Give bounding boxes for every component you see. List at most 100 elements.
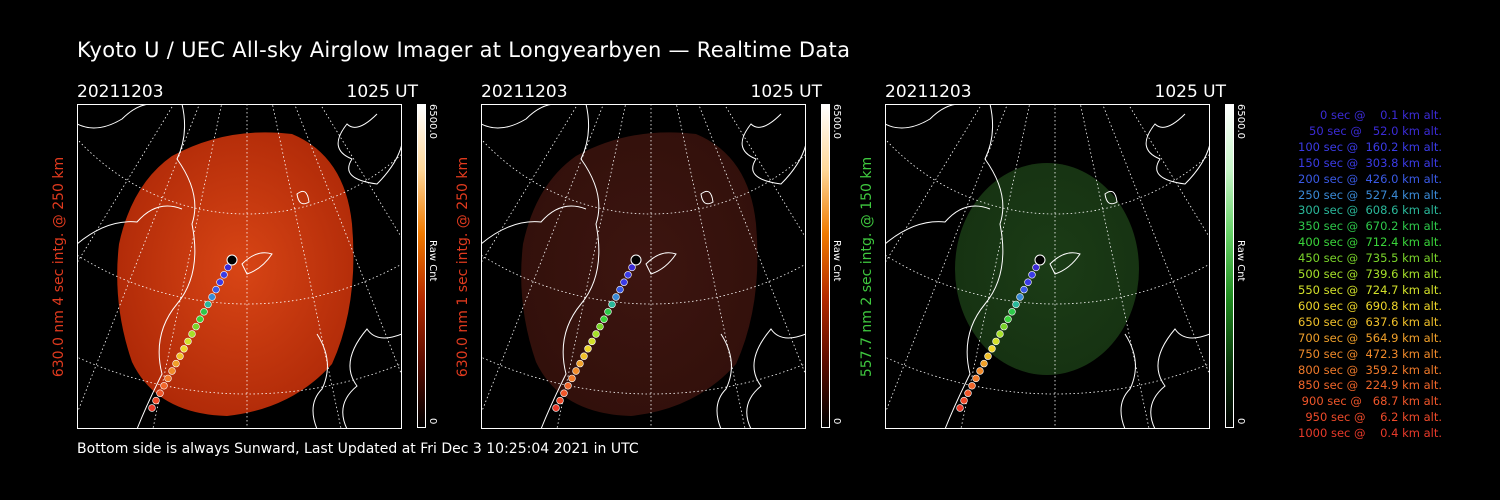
colorbar-min-label: 0 [1235, 418, 1246, 425]
trajectory-dot [964, 389, 972, 397]
allsky-map[interactable] [885, 104, 1210, 429]
trajectory-dot [1004, 315, 1012, 323]
trajectory-dot [988, 345, 996, 353]
trajectory-dot [972, 374, 980, 383]
trajectory-track [148, 254, 238, 412]
legend-entry: 300 sec @ 608.6 km alt. [1294, 203, 1442, 218]
colorbar-unit-label: Raw Cnt [1235, 240, 1246, 282]
side-label-text: 630.0 nm 4 sec intg. @ 250 km [51, 156, 67, 377]
lat-lon-grid [481, 104, 806, 429]
coastline-outline [77, 104, 402, 429]
trajectory-dot [208, 293, 216, 301]
trajectory-dot [568, 374, 576, 383]
trajectory-dot [624, 271, 632, 279]
trajectory-dot [608, 300, 616, 309]
colorbar-min-label: 0 [831, 418, 842, 425]
trajectory-dot [996, 330, 1004, 338]
trajectory-dot [224, 263, 232, 272]
legend-entry: 550 sec @ 724.7 km alt. [1294, 282, 1442, 297]
legend-entry: 800 sec @ 359.2 km alt. [1294, 362, 1442, 377]
trajectory-dot [628, 263, 636, 272]
trajectory-dot [556, 396, 564, 405]
legend-entry: 950 sec @ 6.2 km alt. [1301, 410, 1442, 425]
trajectory-dot [148, 404, 156, 412]
trajectory-dot [192, 322, 200, 331]
lat-lon-grid [77, 104, 402, 429]
airglow-image-disk [117, 132, 354, 416]
trajectory-dot [592, 330, 600, 338]
trajectory-dot [212, 285, 220, 294]
legend-entry: 0 sec @ 0.1 km alt. [1309, 108, 1442, 122]
trajectory-dot [600, 315, 608, 323]
trajectory-dot [172, 359, 180, 368]
lat-lon-grid [885, 104, 1210, 429]
trajectory-dot [1024, 278, 1032, 286]
trajectory-dot [572, 367, 580, 375]
map-frame [481, 104, 806, 429]
colorbar-max-label: 6500.0 [1235, 104, 1246, 139]
panel-time: 1025 UT [750, 82, 823, 102]
legend-entry: 1000 sec @ 0.4 km alt. [1298, 426, 1442, 441]
panel-time: 1025 UT [346, 82, 419, 102]
imager-panel-1: 20211203 1025 UT 630.0 nm 4 sec intg. @ … [51, 80, 438, 430]
trajectory-dot [584, 345, 592, 353]
side-label-text: 557.7 nm 2 sec intg. @ 150 km [859, 156, 875, 377]
trajectory-dot [588, 337, 596, 346]
legend-entry: 600 sec @ 690.8 km alt. [1294, 298, 1442, 313]
allsky-map[interactable] [481, 104, 806, 429]
airglow-image-disk [521, 132, 758, 416]
trajectory-dot [960, 396, 968, 405]
trajectory-dot [180, 345, 188, 353]
legend-entry: 100 sec @ 160.2 km alt. [1294, 139, 1442, 154]
imager-panel-2: 20211203 1025 UT 630.0 nm 1 sec intg. @ … [455, 80, 842, 430]
airglow-image-disk [955, 163, 1139, 375]
trajectory-dot [176, 352, 184, 360]
trajectory-dot [1000, 322, 1008, 331]
trajectory-dot [220, 271, 228, 279]
colorbar-min-label: 0 [427, 418, 438, 425]
trajectory-dot [620, 278, 628, 286]
legend-entry: 150 sec @ 303.8 km alt. [1294, 155, 1442, 170]
trajectory-dot [1016, 293, 1024, 301]
trajectory-dot [160, 382, 168, 390]
panel-date: 20211203 [481, 82, 568, 102]
trajectory-dot [1008, 308, 1016, 316]
legend-entry: 750 sec @ 472.3 km alt. [1294, 346, 1442, 361]
trajectory-dot [980, 359, 988, 368]
side-label-text: 630.0 nm 1 sec intg. @ 250 km [455, 156, 471, 377]
page-title: Kyoto U / UEC All-sky Airglow Imager at … [77, 38, 851, 62]
trajectory-dot [184, 337, 192, 346]
colorbar [1225, 104, 1234, 428]
imager-panel-3: 20211203 1025 UT 557.7 nm 2 sec intg. @ … [859, 80, 1246, 430]
panel-side-label: 557.7 nm 2 sec intg. @ 150 km [857, 104, 877, 429]
trajectory-dot [1032, 263, 1040, 272]
colorbar [417, 104, 426, 428]
trajectory-dot [164, 374, 172, 383]
panel-date: 20211203 [77, 82, 164, 102]
trajectory-dot [992, 337, 1000, 346]
trajectory-dot [576, 359, 584, 368]
legend-entry: 700 sec @ 564.9 km alt. [1294, 330, 1442, 345]
trajectory-dot [1020, 285, 1028, 294]
legend-entry: 200 sec @ 426.0 km alt. [1294, 171, 1442, 186]
launch-site-marker [630, 254, 642, 266]
trajectory-dot [596, 322, 604, 331]
trajectory-dot [216, 278, 224, 286]
trajectory-track [956, 254, 1046, 412]
legend-entry: 500 sec @ 739.6 km alt. [1294, 267, 1442, 282]
trajectory-dot [156, 389, 164, 397]
legend-entry: 850 sec @ 224.9 km alt. [1294, 378, 1442, 393]
trajectory-dot [552, 404, 560, 412]
panel-side-label: 630.0 nm 1 sec intg. @ 250 km [453, 104, 473, 429]
trajectory-dot [956, 404, 964, 412]
trajectory-dot [580, 352, 588, 360]
legend-entry: 50 sec @ 52.0 km alt. [1301, 123, 1442, 138]
coastline-outline [885, 104, 1210, 429]
legend-entry: 650 sec @ 637.6 km alt. [1294, 314, 1442, 329]
trajectory-dot [1028, 271, 1036, 279]
map-frame [885, 104, 1210, 429]
panel-time: 1025 UT [1154, 82, 1227, 102]
allsky-map[interactable] [77, 104, 402, 429]
panel-date: 20211203 [885, 82, 972, 102]
trajectory-dot [204, 300, 212, 309]
